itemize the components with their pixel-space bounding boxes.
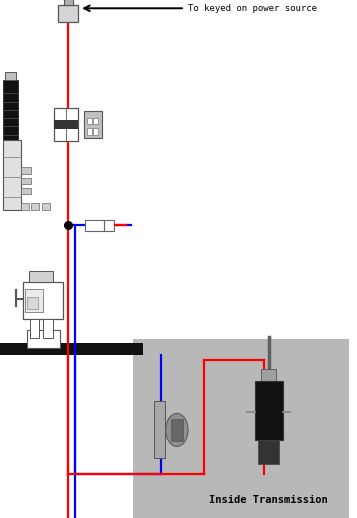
Bar [93, 128, 98, 135]
Bar [54, 120, 78, 130]
Bar [87, 128, 92, 135]
Bar [5, 72, 16, 80]
Bar [4, 80, 18, 140]
Bar [43, 319, 53, 338]
Bar [255, 381, 283, 440]
Bar [31, 203, 39, 210]
Bar [171, 419, 183, 441]
Bar [42, 203, 50, 210]
Circle shape [166, 413, 188, 447]
Bar [27, 330, 60, 348]
Bar [104, 220, 114, 231]
Bar [21, 188, 31, 194]
Bar [23, 282, 63, 319]
Bar [154, 401, 165, 458]
Bar [21, 167, 31, 174]
Bar [54, 108, 78, 141]
Bar [84, 111, 102, 138]
Bar [0, 343, 143, 355]
Bar [58, 5, 78, 22]
Bar [64, 0, 72, 5]
Bar [21, 178, 31, 184]
Bar [258, 440, 279, 464]
Bar [261, 369, 276, 381]
Bar [132, 339, 356, 518]
Bar [85, 220, 104, 231]
Bar [87, 118, 92, 124]
Bar [30, 319, 39, 338]
Bar [27, 297, 38, 309]
Text: Inside Transmission: Inside Transmission [209, 495, 328, 505]
Bar [93, 118, 98, 124]
Text: To keyed on power source: To keyed on power source [188, 4, 317, 13]
Bar [25, 289, 43, 312]
Bar [21, 203, 29, 210]
Bar [3, 140, 21, 210]
Bar [29, 271, 53, 282]
